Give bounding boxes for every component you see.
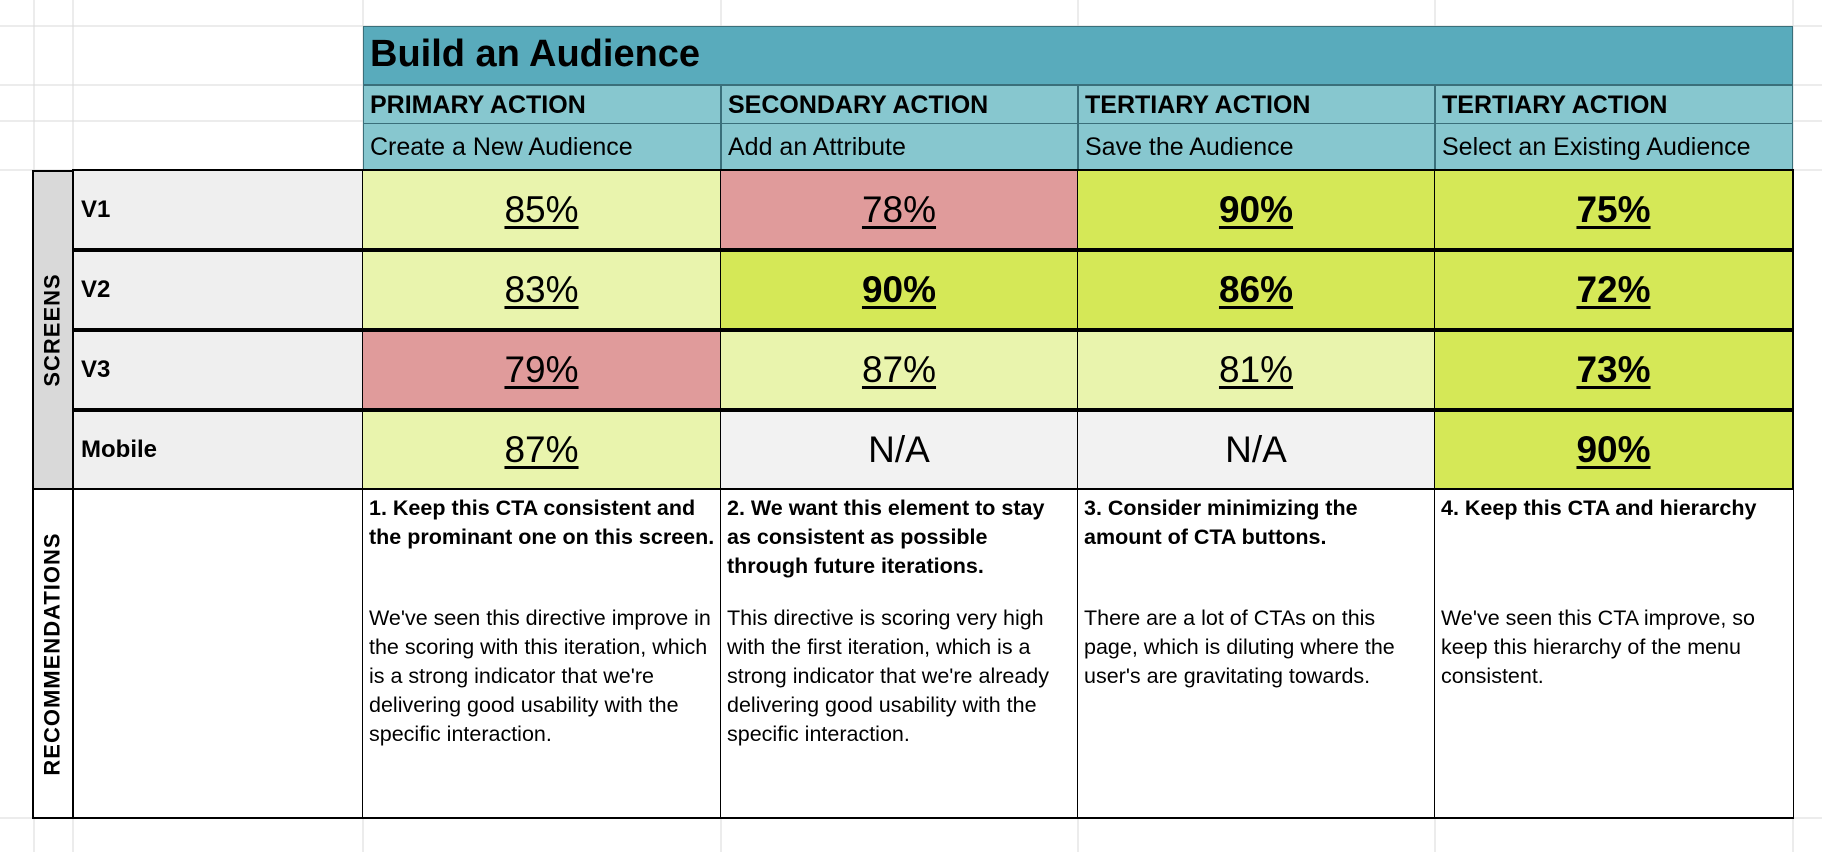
screens-side-label: SCREENS: [32, 170, 74, 490]
row-label-mobile: Mobile: [74, 412, 363, 488]
recommendation-2: 2. We want this element to stay as consi…: [721, 490, 1078, 817]
action-name-label: Create a New Audience: [370, 133, 633, 161]
score-v2-primary[interactable]: 83%: [363, 252, 721, 328]
score-v2-tertiary-1[interactable]: 86%: [1078, 252, 1435, 328]
action-type-label: PRIMARY ACTION: [370, 91, 586, 119]
score-v1-tertiary-2[interactable]: 75%: [1435, 171, 1793, 248]
screens-label-text: SCREENS: [40, 273, 66, 387]
score-v1-primary[interactable]: 85%: [363, 171, 721, 248]
header-divider: [1079, 123, 1434, 124]
header-divider: [364, 123, 720, 124]
recommendation-heading: 4. Keep this CTA and hierarchy: [1441, 496, 1757, 520]
recommendation-1: 1. Keep this CTA consistent and the prom…: [363, 490, 721, 817]
recommendations-row-label: [74, 490, 363, 817]
score-v1-secondary[interactable]: 78%: [721, 171, 1078, 248]
row-separator: [74, 408, 1793, 412]
score-v2-secondary[interactable]: 90%: [721, 252, 1078, 328]
action-name-label: Add an Attribute: [728, 133, 906, 161]
header-tertiary-action-1: TERTIARY ACTION Save the Audience: [1078, 85, 1435, 170]
recommendation-body: We've seen this directive improve in the…: [369, 606, 711, 746]
score-v3-primary[interactable]: 79%: [363, 332, 721, 408]
header-divider: [1436, 123, 1792, 124]
row-label-v1: V1: [74, 171, 363, 248]
score-v2-tertiary-2[interactable]: 72%: [1435, 252, 1793, 328]
row-label-v3: V3: [74, 332, 363, 408]
recommendation-body: There are a lot of CTAs on this page, wh…: [1084, 606, 1395, 688]
action-name-label: Save the Audience: [1085, 133, 1294, 161]
recommendations-label-text: RECOMMENDATIONS: [40, 531, 65, 776]
action-type-label: TERTIARY ACTION: [1442, 91, 1668, 119]
row-separator: [74, 328, 1793, 332]
header-divider: [722, 123, 1077, 124]
score-mobile-secondary: N/A: [721, 412, 1078, 488]
recommendation-body: We've seen this CTA improve, so keep thi…: [1441, 606, 1755, 688]
score-mobile-primary[interactable]: 87%: [363, 412, 721, 488]
table-title: Build an Audience: [363, 26, 1793, 85]
recommendation-body: This directive is scoring very high with…: [727, 606, 1049, 746]
recommendations-block-border: [72, 488, 1794, 819]
action-type-label: SECONDARY ACTION: [728, 91, 989, 119]
recommendation-3: 3. Consider minimizing the amount of CTA…: [1078, 490, 1435, 817]
header-primary-action: PRIMARY ACTION Create a New Audience: [363, 85, 721, 170]
score-v3-tertiary-2[interactable]: 73%: [1435, 332, 1793, 408]
row-separator: [74, 248, 1793, 252]
score-v3-secondary[interactable]: 87%: [721, 332, 1078, 408]
score-v1-tertiary-1[interactable]: 90%: [1078, 171, 1435, 248]
row-label-v2: V2: [74, 252, 363, 328]
recommendations-side-label: RECOMMENDATIONS: [32, 488, 74, 819]
header-secondary-action: SECONDARY ACTION Add an Attribute: [721, 85, 1078, 170]
recommendation-heading: 2. We want this element to stay as consi…: [727, 496, 1045, 578]
recommendation-heading: 1. Keep this CTA consistent and the prom…: [369, 496, 715, 549]
header-tertiary-action-2: TERTIARY ACTION Select an Existing Audie…: [1435, 85, 1793, 170]
recommendation-heading: 3. Consider minimizing the amount of CTA…: [1084, 496, 1358, 549]
recommendation-4: 4. Keep this CTA and hierarchy We've see…: [1435, 490, 1793, 817]
score-mobile-tertiary-2[interactable]: 90%: [1435, 412, 1793, 488]
score-mobile-tertiary-1: N/A: [1078, 412, 1435, 488]
action-type-label: TERTIARY ACTION: [1085, 91, 1311, 119]
action-name-label: Select an Existing Audience: [1442, 133, 1751, 161]
score-v3-tertiary-1[interactable]: 81%: [1078, 332, 1435, 408]
